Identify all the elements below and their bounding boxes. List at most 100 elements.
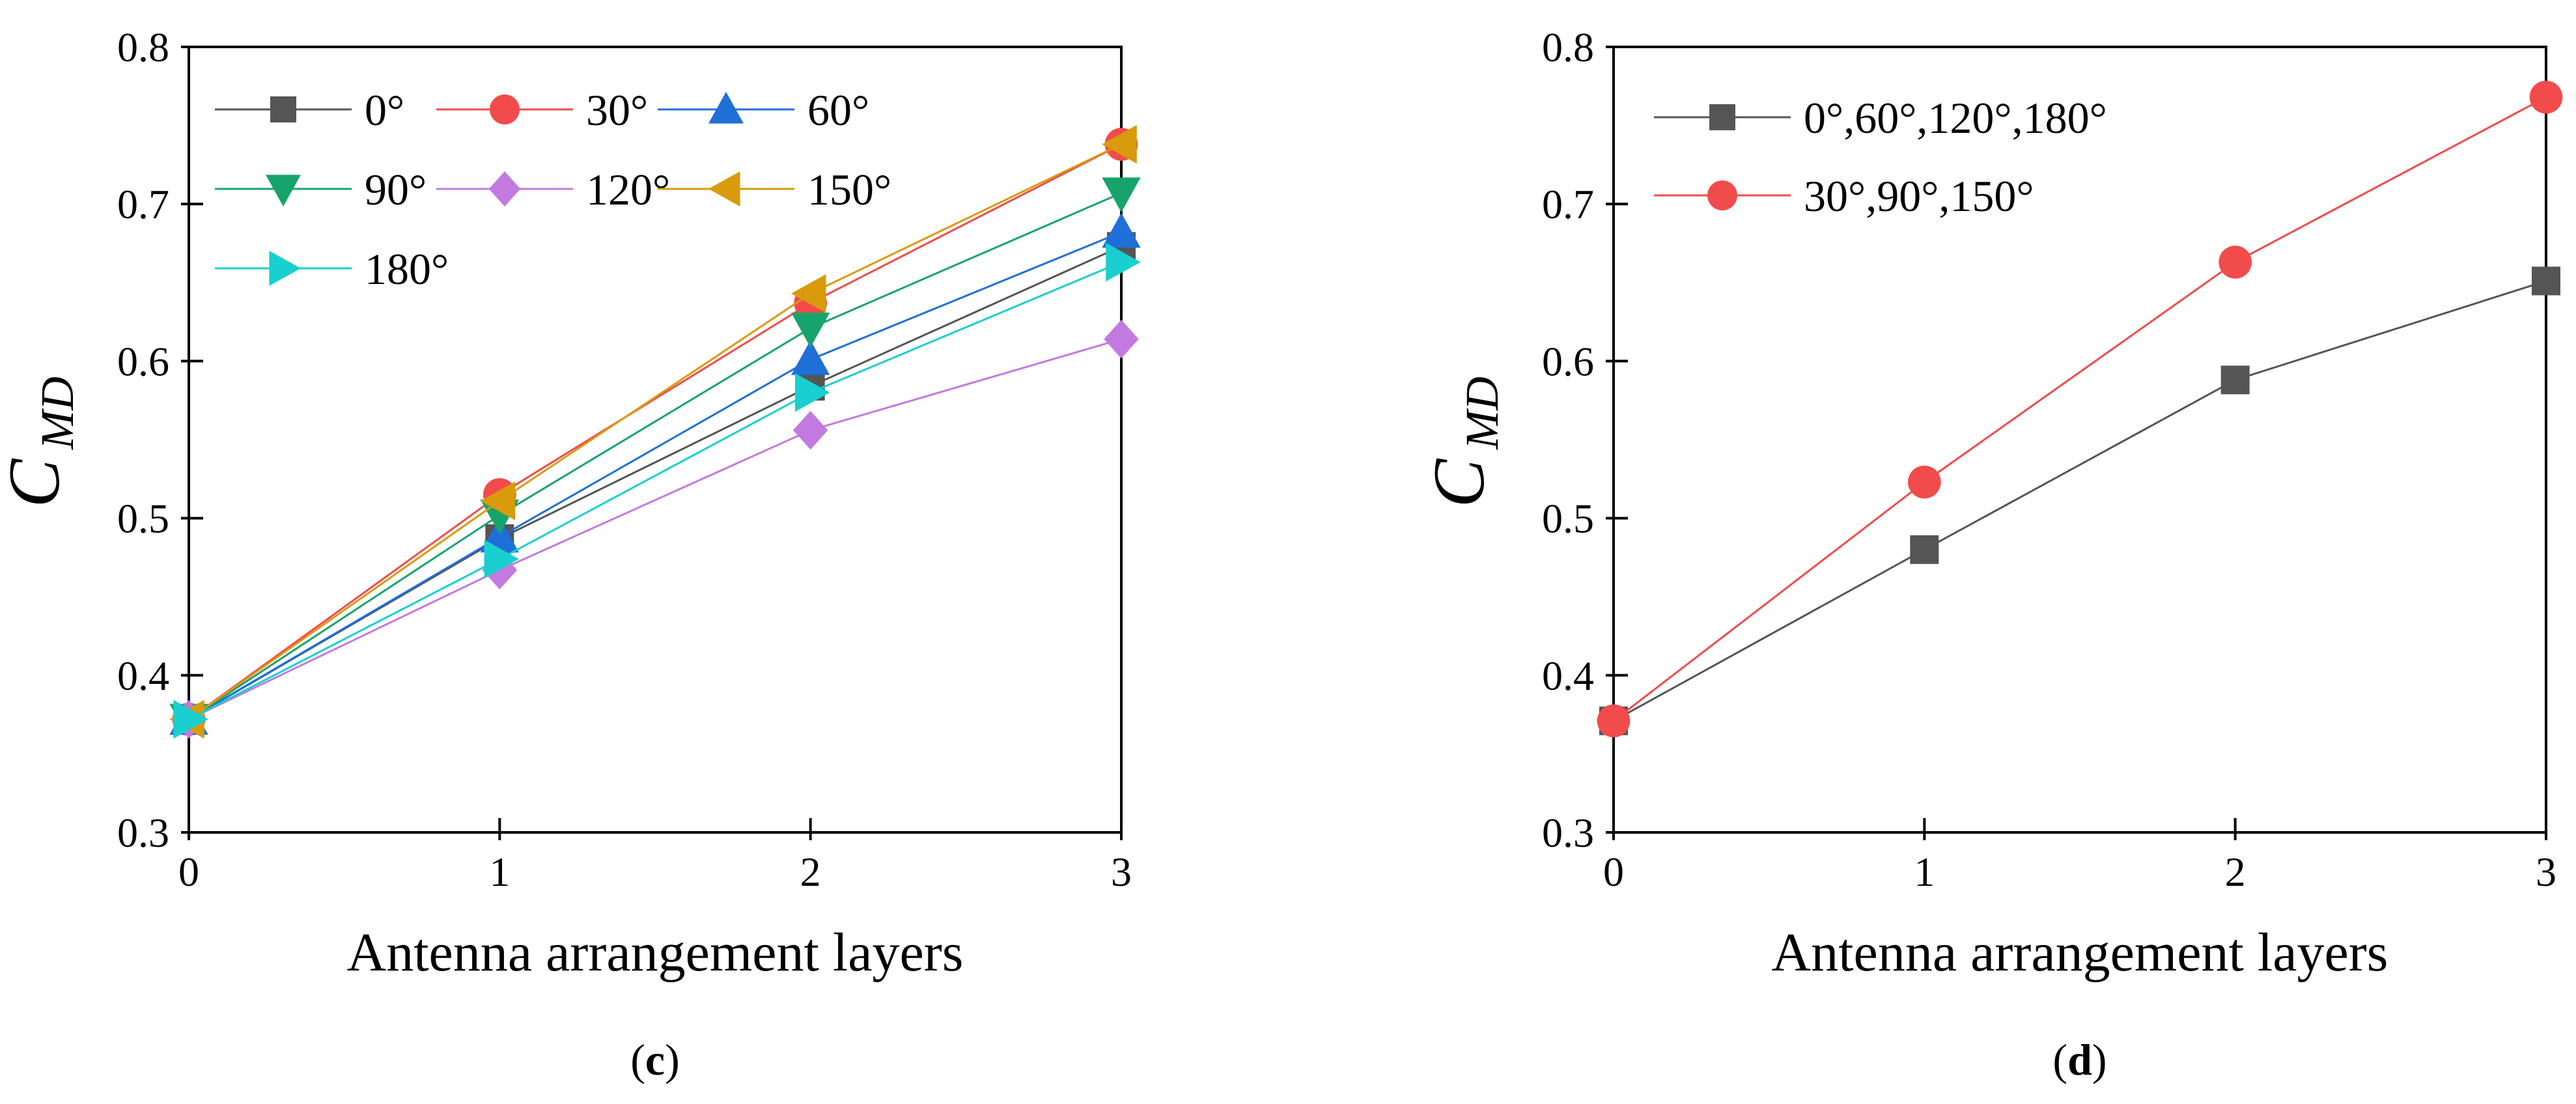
y-axis-title-subscript: MD (31, 376, 83, 450)
data-point (480, 481, 516, 520)
legend-entry: 0°,60°,120°,180° (1654, 93, 2107, 143)
data-point (1104, 319, 1139, 359)
plot-frame (1612, 46, 2547, 834)
y-tick-label: 0.8 (1542, 24, 1594, 70)
data-point (794, 373, 830, 412)
y-tick-label: 0.7 (117, 181, 169, 227)
y-tick-label: 0.5 (117, 496, 169, 542)
legend-marker (266, 175, 301, 206)
data-point (791, 340, 830, 375)
x-tick-label: 1 (1914, 849, 1935, 895)
legend-label: 180° (365, 244, 449, 294)
y-tick-label: 0.5 (1542, 496, 1594, 542)
panel-label-letter: d (2067, 1035, 2092, 1084)
data-point (1106, 242, 1141, 282)
data-point (173, 700, 208, 739)
chart-panel-d: 0.3 0.4 0.5 0.6 0.7 0.8 0 1 2 3 Antenna arrangemen… (1419, 24, 2563, 1084)
legend-marker (1707, 180, 1737, 210)
y-tick-label: 0.3 (1542, 810, 1594, 856)
panel-label-letter: c (645, 1035, 665, 1084)
series-line (188, 143, 1122, 720)
data-point (1102, 212, 1141, 248)
legend-marker (270, 96, 296, 122)
legend-label: 0° (365, 85, 404, 135)
series-line (188, 143, 1122, 720)
data-point (482, 550, 518, 589)
data-point (792, 410, 828, 450)
legend-marker (708, 92, 744, 124)
legend-label: 60° (807, 85, 869, 135)
x-axis-title: Antenna arrangement layers (347, 922, 964, 983)
legend-entry: 180° (215, 244, 449, 294)
data-point (1908, 465, 1941, 499)
y-axis-title-main: C (0, 458, 75, 507)
panel-label: (d) (2052, 1035, 2107, 1084)
x-tick-label: 1 (489, 849, 510, 895)
legend-entry: 90° (215, 165, 427, 214)
legend-label: 150° (807, 165, 891, 214)
legend-label: 30°,90°,150° (1804, 171, 2034, 221)
y-axis-title: C MD (0, 376, 83, 507)
plot-frame (188, 46, 1123, 834)
legend-label: 30° (586, 85, 648, 135)
series-1-1 (1597, 80, 2563, 738)
legend-entry: 0° (215, 85, 404, 135)
data-point (2220, 365, 2250, 395)
data-point (2219, 246, 2252, 279)
series-line (188, 338, 1122, 720)
y-axis-title-subscript: MD (1456, 376, 1508, 450)
legend-marker (488, 171, 521, 206)
legend-label: 90° (365, 165, 427, 214)
series-line (188, 231, 1122, 720)
legend-entry: 30° (436, 85, 648, 135)
data-point (1102, 177, 1141, 213)
legend-entry: 30°,90°,150° (1654, 171, 2034, 221)
legend: 0° 30° 60° 90° 120° 150° 180° (215, 85, 891, 294)
series-line (1613, 279, 2547, 722)
data-point (2532, 266, 2560, 296)
series-0-0 (175, 232, 1136, 734)
series-line (188, 261, 1122, 720)
series-0-6 (173, 242, 1141, 739)
data-point (484, 539, 520, 579)
y-tick-label: 0.3 (117, 810, 169, 856)
data-point (2529, 80, 2563, 114)
x-tick-label: 0 (1603, 849, 1624, 895)
y-tick-label: 0.8 (117, 24, 169, 70)
y-axis-title-main: C (1419, 458, 1500, 507)
y-tick-label: 0.7 (1542, 181, 1594, 227)
y-tick-label: 0.6 (1542, 338, 1594, 384)
y-tick-label: 0.4 (1542, 653, 1594, 699)
legend-entry: 150° (658, 165, 891, 214)
x-tick-label: 2 (2225, 849, 2246, 895)
legend-marker (1709, 104, 1735, 130)
y-tick-label: 0.6 (117, 338, 169, 384)
series-1-0 (1599, 266, 2560, 735)
series-0-4 (171, 319, 1139, 739)
y-tick-label: 0.4 (117, 653, 169, 699)
legend-marker (490, 94, 520, 124)
series-line (188, 191, 1122, 720)
legend-label: 0°,60°,120°,180° (1804, 93, 2107, 143)
data-point (1597, 704, 1631, 738)
x-tick-label: 3 (1111, 849, 1132, 895)
chart-panel-c: 0.3 0.4 0.5 0.6 0.7 0.8 0 1 2 3 Antenna arrangemen… (0, 24, 1141, 1084)
y-axis-title: C MD (1419, 376, 1508, 507)
x-tick-label: 3 (2536, 849, 2556, 895)
series-line (1613, 96, 2547, 722)
data-point (791, 312, 830, 348)
panel-label: (c) (630, 1035, 680, 1084)
legend-entry: 60° (658, 85, 869, 135)
data-point (791, 274, 826, 313)
legend: 0°,60°,120°,180° 30°,90°,150° (1654, 93, 2107, 221)
legend-label: 120° (586, 165, 670, 214)
data-point (1102, 124, 1137, 164)
series-line (188, 245, 1122, 720)
legend-marker (708, 171, 740, 206)
data-point (1910, 535, 1939, 564)
series-0-2 (169, 212, 1141, 735)
x-tick-label: 0 (178, 849, 199, 895)
legend-entry: 120° (436, 165, 670, 214)
